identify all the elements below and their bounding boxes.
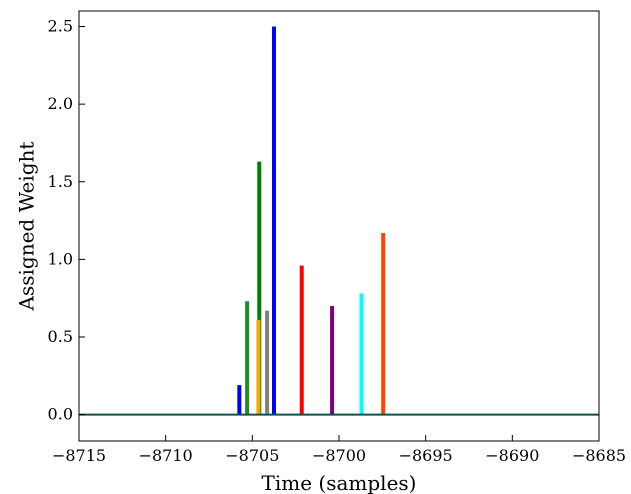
y-tick-label: 1.5 [48, 172, 73, 191]
x-tick-label: −8705 [225, 446, 279, 465]
y-tick-label: 0.5 [48, 327, 73, 346]
x-tick-label: −8715 [52, 446, 106, 465]
x-axis: −8715 −8710 −8705 −8700 −8695 −8690 −8685 [52, 435, 626, 465]
bar [381, 232, 386, 415]
bar [245, 301, 250, 415]
bar [299, 265, 304, 415]
bar [265, 310, 270, 415]
y-tick-label: 2.0 [48, 94, 73, 113]
y-axis: 0.0 0.5 1.0 1.5 2.0 2.5 [48, 17, 85, 424]
bars [237, 26, 386, 415]
plot-frame [78, 10, 600, 442]
bar [256, 319, 261, 415]
y-tick-label: 2.5 [48, 17, 73, 36]
bar [272, 26, 276, 415]
x-tick-label: −8700 [312, 446, 366, 465]
x-tick-label: −8710 [139, 446, 193, 465]
y-axis-label: Assigned Weight [15, 142, 39, 312]
x-tick-label: −8685 [572, 446, 626, 465]
x-tick-label: −8690 [485, 446, 539, 465]
bar [330, 305, 335, 415]
x-axis-label: Time (samples) [262, 471, 417, 494]
x-tick-label: −8695 [399, 446, 453, 465]
bar [359, 293, 364, 415]
bar [237, 385, 242, 415]
y-tick-label: 0.0 [48, 405, 73, 424]
bar [257, 161, 262, 415]
y-tick-label: 1.0 [48, 249, 73, 268]
